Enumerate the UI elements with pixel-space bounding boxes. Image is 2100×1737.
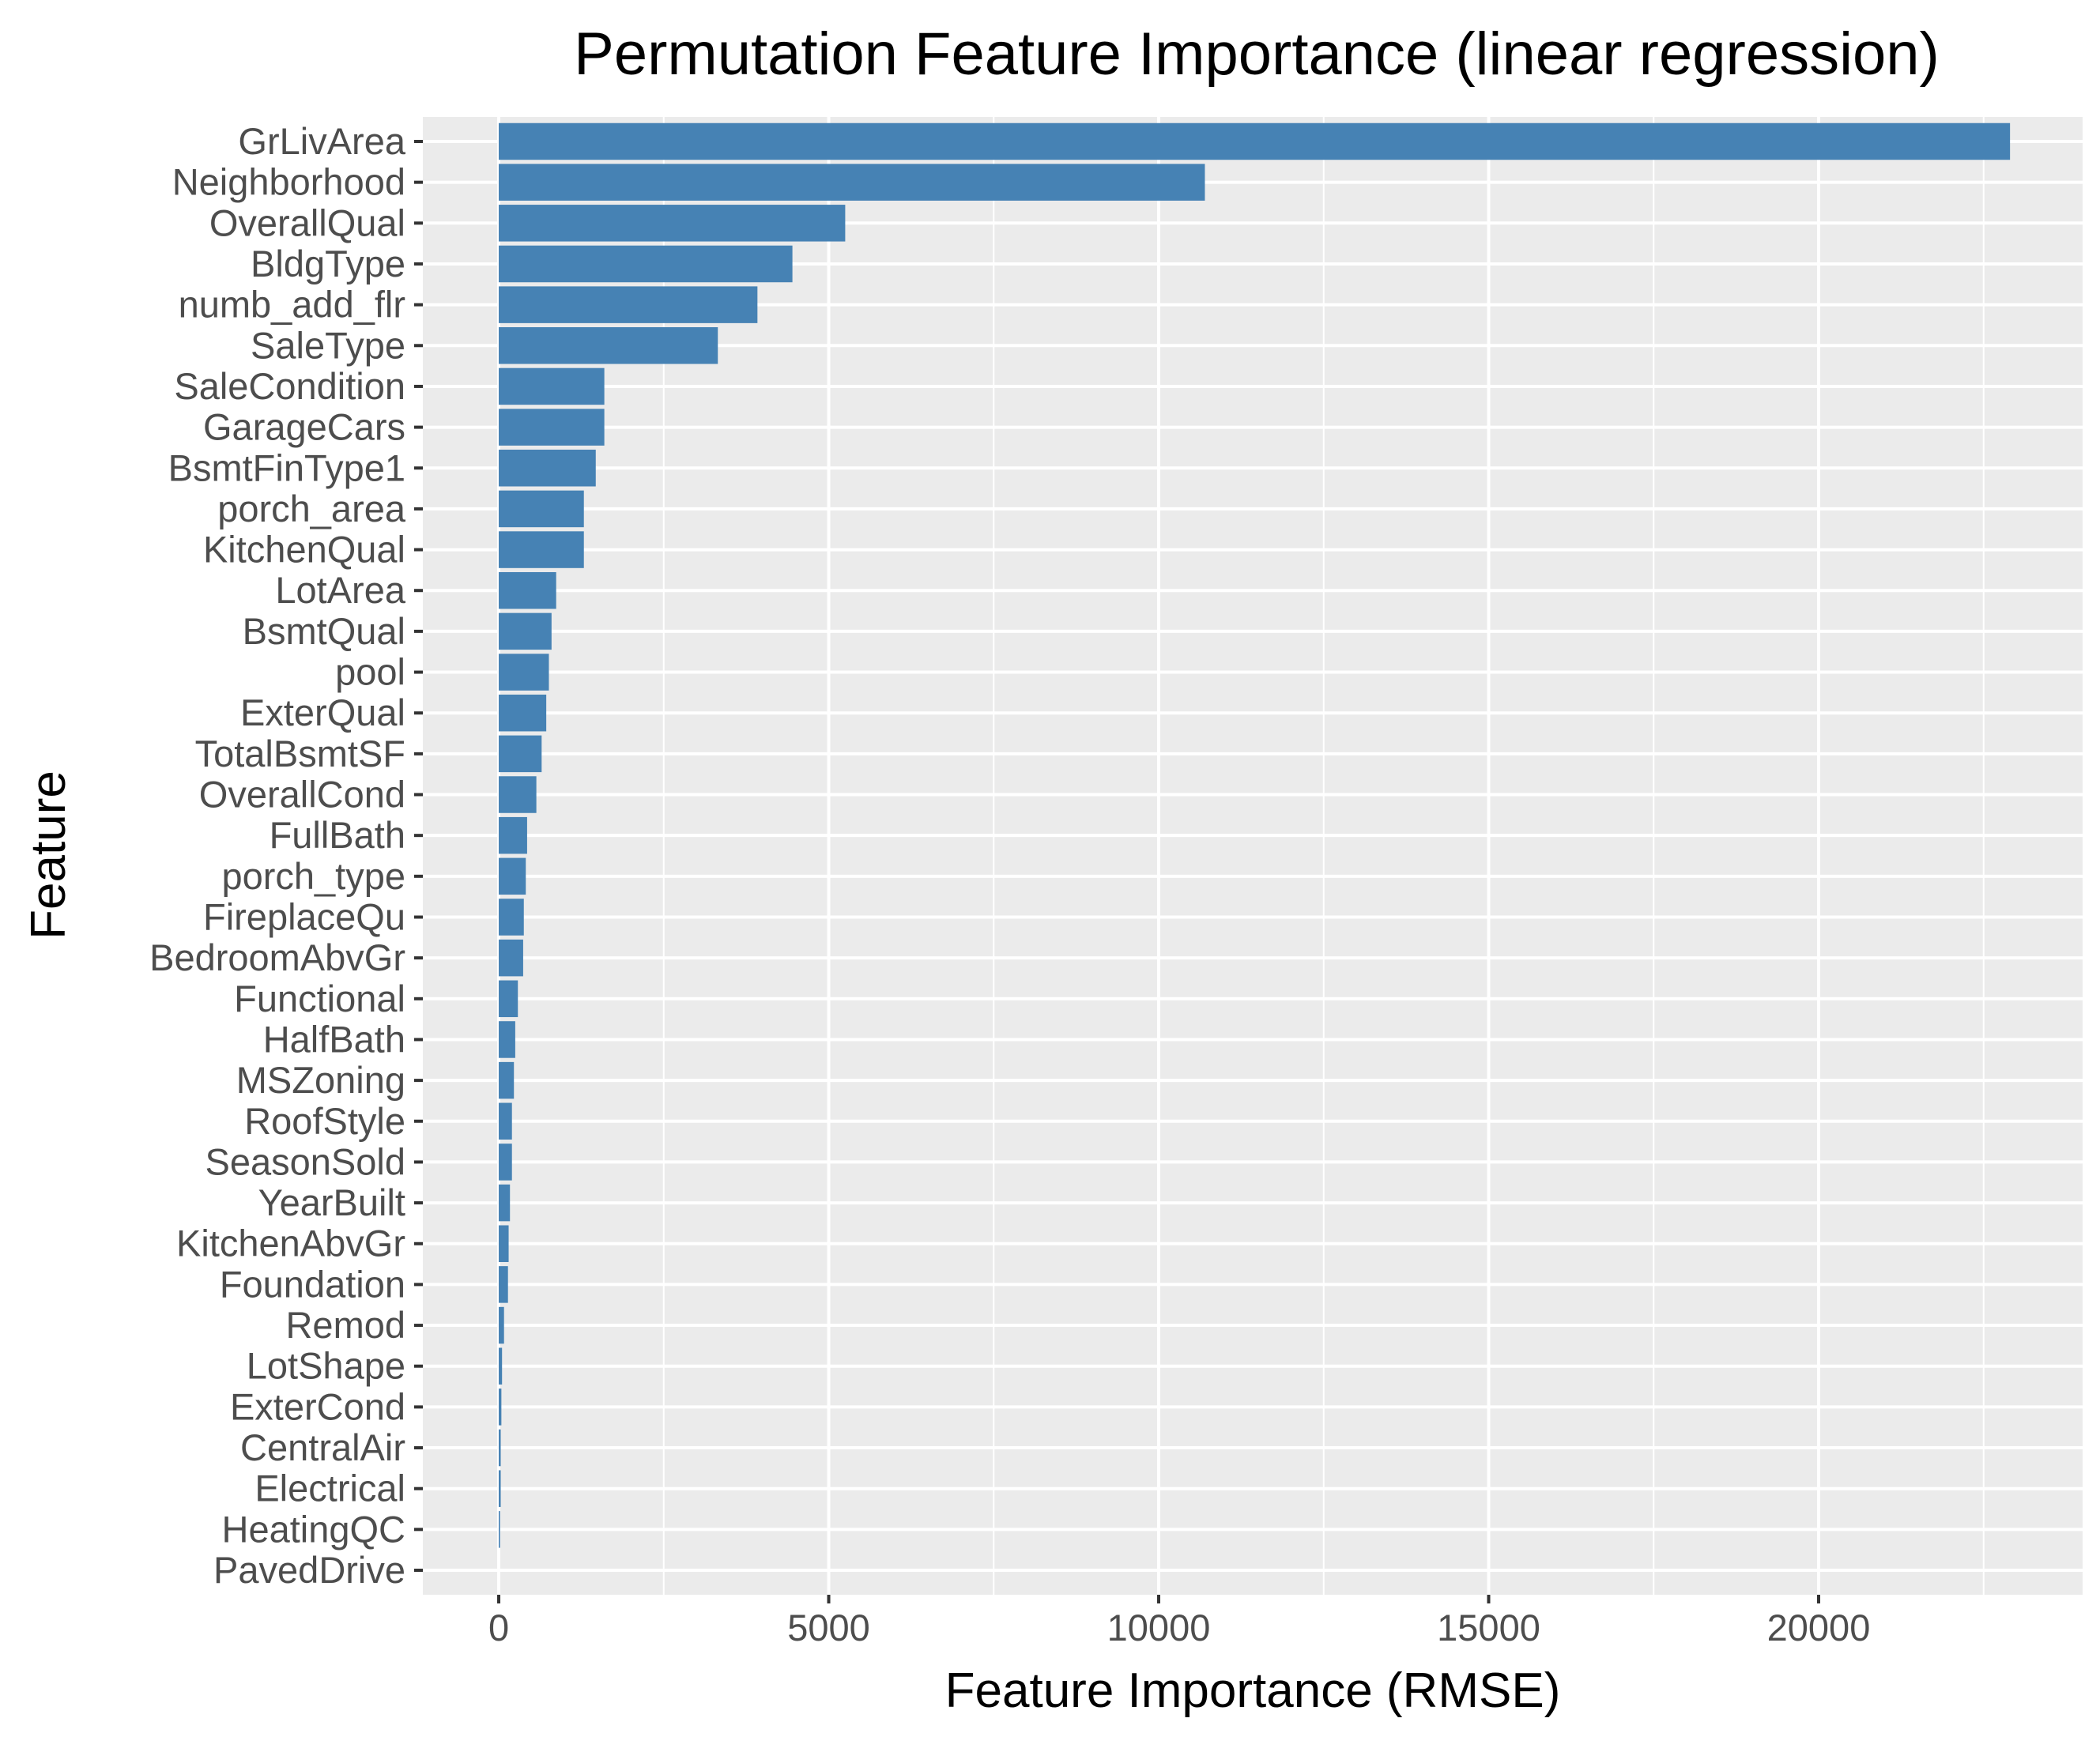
y-tick-label: FireplaceQu — [203, 895, 405, 937]
y-tick-label: FullBath — [270, 814, 405, 856]
bars — [499, 122, 2011, 1548]
bar — [499, 245, 793, 283]
bar — [499, 571, 556, 609]
y-tick-label: OverallCond — [199, 774, 405, 816]
bar — [499, 1021, 515, 1058]
y-tick-label: numb_add_flr — [179, 284, 405, 326]
bar — [499, 776, 537, 813]
y-tick-label: LotShape — [247, 1345, 405, 1387]
y-tick-label: BedroomAbvGr — [149, 936, 405, 978]
bar — [499, 1184, 511, 1222]
y-axis-title: Feature — [21, 771, 76, 940]
bar — [499, 857, 526, 895]
y-tick-label: porch_area — [217, 488, 406, 529]
y-tick-label: BsmtQual — [243, 610, 405, 652]
bar — [499, 899, 524, 936]
bar — [499, 816, 527, 854]
bar — [499, 1102, 512, 1140]
y-tick-label: PavedDrive — [213, 1549, 405, 1591]
y-tick-label: MSZoning — [236, 1059, 405, 1101]
y-tick-label: SaleType — [251, 324, 405, 366]
x-tick-label: 5000 — [787, 1607, 870, 1648]
bar — [499, 1266, 508, 1303]
bar — [499, 1429, 501, 1467]
bar — [499, 735, 542, 773]
y-tick-label: YearBuilt — [258, 1181, 405, 1223]
y-tick-label: GarageCars — [203, 406, 405, 448]
x-tick-label: 15000 — [1437, 1607, 1540, 1648]
bar — [499, 939, 523, 977]
bar — [499, 1144, 512, 1181]
bar — [499, 490, 584, 528]
x-tick-label: 0 — [488, 1607, 509, 1648]
y-tick-label: RoofStyle — [244, 1100, 405, 1142]
bar — [499, 1061, 515, 1099]
chart-title: Permutation Feature Importance (linear r… — [574, 21, 1940, 88]
y-tick-label: BldgType — [251, 243, 405, 284]
bar — [499, 450, 596, 487]
y-tick-label: ExterCond — [230, 1385, 405, 1427]
y-tick-label: SaleCondition — [174, 365, 405, 407]
bar — [499, 205, 846, 242]
bar — [499, 694, 547, 732]
y-axis: GrLivAreaNeighborhoodOverallQualBldgType… — [149, 120, 423, 1591]
y-tick-label: GrLivArea — [238, 120, 405, 162]
y-tick-label: OverallQual — [209, 202, 405, 243]
bar — [499, 1225, 509, 1262]
x-tick-label: 10000 — [1107, 1607, 1211, 1648]
x-axis-title: Feature Importance (RMSE) — [945, 1664, 1561, 1718]
bar — [499, 980, 518, 1018]
bar — [499, 1511, 500, 1548]
y-tick-label: HalfBath — [263, 1018, 405, 1060]
bar — [499, 164, 1205, 201]
bar — [499, 1470, 501, 1507]
bar — [499, 1306, 504, 1344]
bar — [499, 612, 552, 650]
y-tick-label: CentralAir — [240, 1426, 405, 1468]
y-tick-label: ExterQual — [240, 691, 405, 733]
y-tick-label: BsmtFinType1 — [168, 446, 405, 488]
y-tick-label: Foundation — [220, 1263, 405, 1305]
y-tick-label: porch_type — [221, 855, 405, 897]
bar — [499, 286, 758, 323]
bar — [499, 1388, 502, 1426]
y-tick-label: SeasonSold — [205, 1140, 405, 1182]
bar — [499, 367, 605, 405]
bar — [499, 531, 584, 568]
y-tick-label: Functional — [234, 978, 405, 1019]
x-tick-label: 20000 — [1767, 1607, 1871, 1648]
bar — [499, 409, 605, 446]
y-tick-label: KitchenQual — [203, 529, 405, 571]
bar — [499, 327, 718, 364]
y-tick-label: LotArea — [275, 569, 405, 611]
y-tick-label: TotalBsmtSF — [195, 733, 405, 774]
bar — [499, 654, 549, 691]
y-tick-label: Electrical — [254, 1468, 405, 1509]
y-tick-label: Neighborhood — [172, 161, 405, 203]
bar — [499, 1347, 503, 1385]
y-tick-label: HeatingQC — [222, 1508, 406, 1550]
y-tick-label: pool — [335, 651, 405, 693]
y-tick-label: KitchenAbvGr — [176, 1223, 405, 1264]
x-axis: 0 5000 10000 15000 20000 — [488, 1595, 1870, 1648]
y-tick-label: Remod — [285, 1304, 405, 1346]
bar — [499, 122, 2011, 160]
